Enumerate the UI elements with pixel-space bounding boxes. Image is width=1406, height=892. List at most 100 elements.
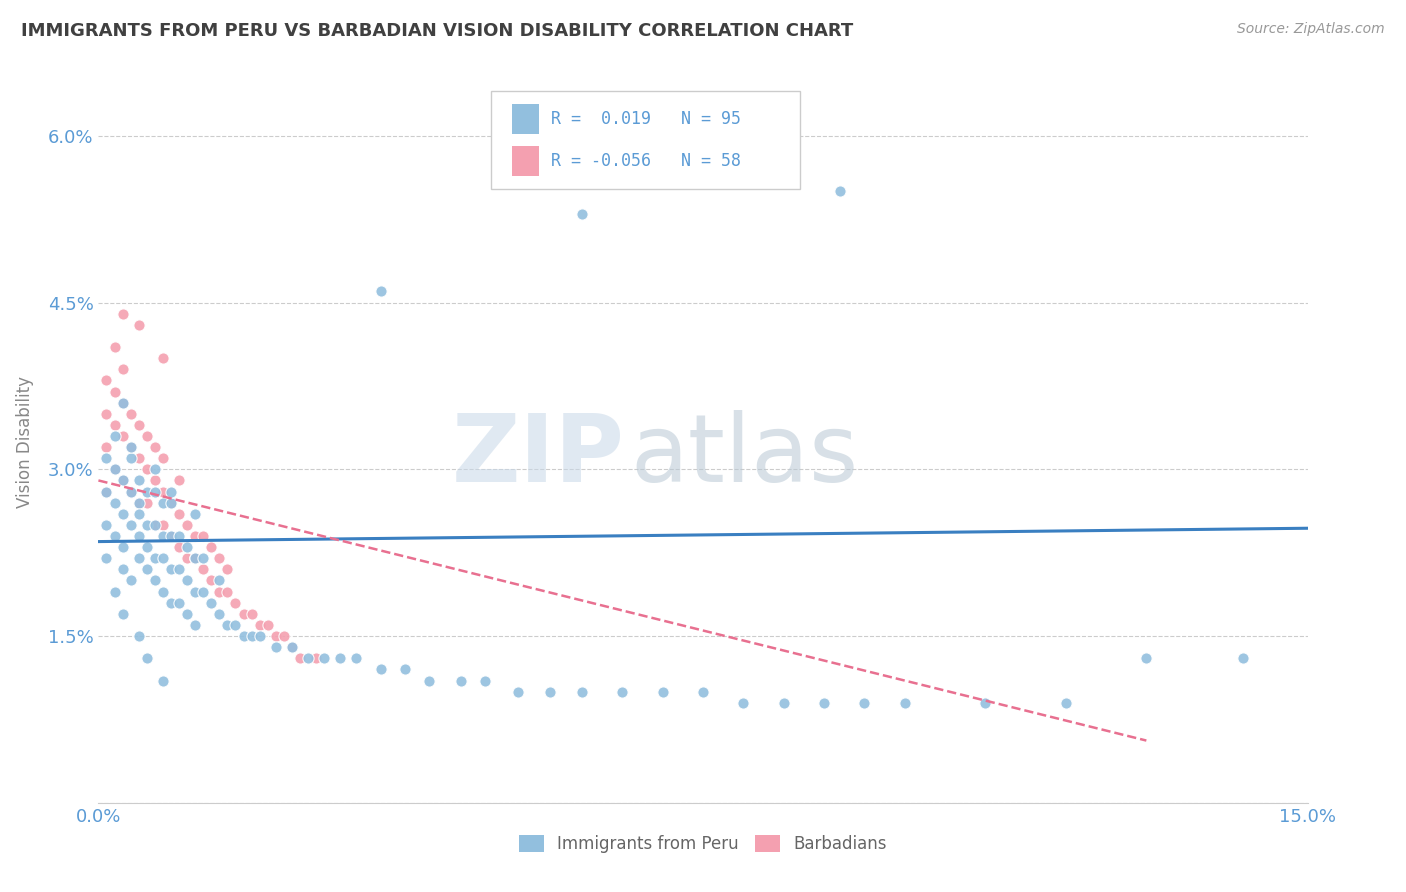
Point [193,562,215,576]
Point [450,673,472,688]
Point [828,185,851,199]
Point [1054,696,1077,710]
Point [692,684,714,698]
Point [120,484,142,499]
Point [1232,651,1254,665]
Point [249,629,271,643]
Point [193,584,215,599]
Text: R =  0.019   N = 95: R = 0.019 N = 95 [551,111,741,128]
Point [418,673,440,688]
Point [96,440,118,454]
Point [120,451,142,466]
Point [143,517,166,532]
Point [772,696,794,710]
Point [120,407,142,421]
Y-axis label: Vision Disability: Vision Disability [15,376,34,508]
Point [288,651,311,665]
Point [103,462,125,476]
Point [200,574,222,588]
Point [96,484,118,499]
Point [208,607,231,621]
Point [224,618,246,632]
Point [135,429,157,443]
Point [167,596,190,610]
Point [128,629,150,643]
Point [184,529,207,543]
Point [111,474,134,488]
Point [120,440,142,454]
Point [111,562,134,576]
Point [571,207,593,221]
Point [135,462,157,476]
Point [305,651,328,665]
Point [143,551,166,566]
Point [135,484,157,499]
Point [167,562,190,576]
Point [184,584,207,599]
Point [217,562,239,576]
Point [128,496,150,510]
Point [176,517,198,532]
Point [281,640,304,655]
Point [143,484,166,499]
Point [184,507,207,521]
Point [96,407,118,421]
Point [160,529,183,543]
Point [160,529,183,543]
Point [394,662,416,676]
Point [240,629,263,643]
Point [143,574,166,588]
Point [128,417,150,432]
Point [200,540,222,554]
Point [135,651,157,665]
Point [208,551,231,566]
Point [111,395,134,409]
Point [111,507,134,521]
Point [128,507,150,521]
Point [281,640,304,655]
Point [224,596,246,610]
Point [111,540,134,554]
Point [193,551,215,566]
Point [143,474,166,488]
Point [160,496,183,510]
Point [128,529,150,543]
Bar [512,104,538,135]
Point [184,551,207,566]
Point [176,574,198,588]
Point [120,574,142,588]
Point [176,551,198,566]
Point [217,618,239,632]
Point [143,462,166,476]
Point [184,618,207,632]
Point [344,651,367,665]
Point [184,551,207,566]
Point [160,562,183,576]
Point [193,529,215,543]
Point [208,584,231,599]
Point [240,607,263,621]
Point [135,496,157,510]
Point [128,551,150,566]
Point [370,285,392,299]
Point [176,607,198,621]
Point [152,551,174,566]
Point [152,517,174,532]
Point [103,462,125,476]
Point [152,673,174,688]
Point [264,640,287,655]
Point [733,696,755,710]
Point [152,496,174,510]
Point [474,673,496,688]
Point [571,684,593,698]
Point [96,451,118,466]
Text: IMMIGRANTS FROM PERU VS BARBADIAN VISION DISABILITY CORRELATION CHART: IMMIGRANTS FROM PERU VS BARBADIAN VISION… [21,22,853,40]
Point [893,696,915,710]
Point [612,684,634,698]
Point [152,351,174,366]
Point [135,540,157,554]
Point [152,451,174,466]
Text: atlas: atlas [630,410,859,502]
Point [273,629,295,643]
Point [200,596,222,610]
